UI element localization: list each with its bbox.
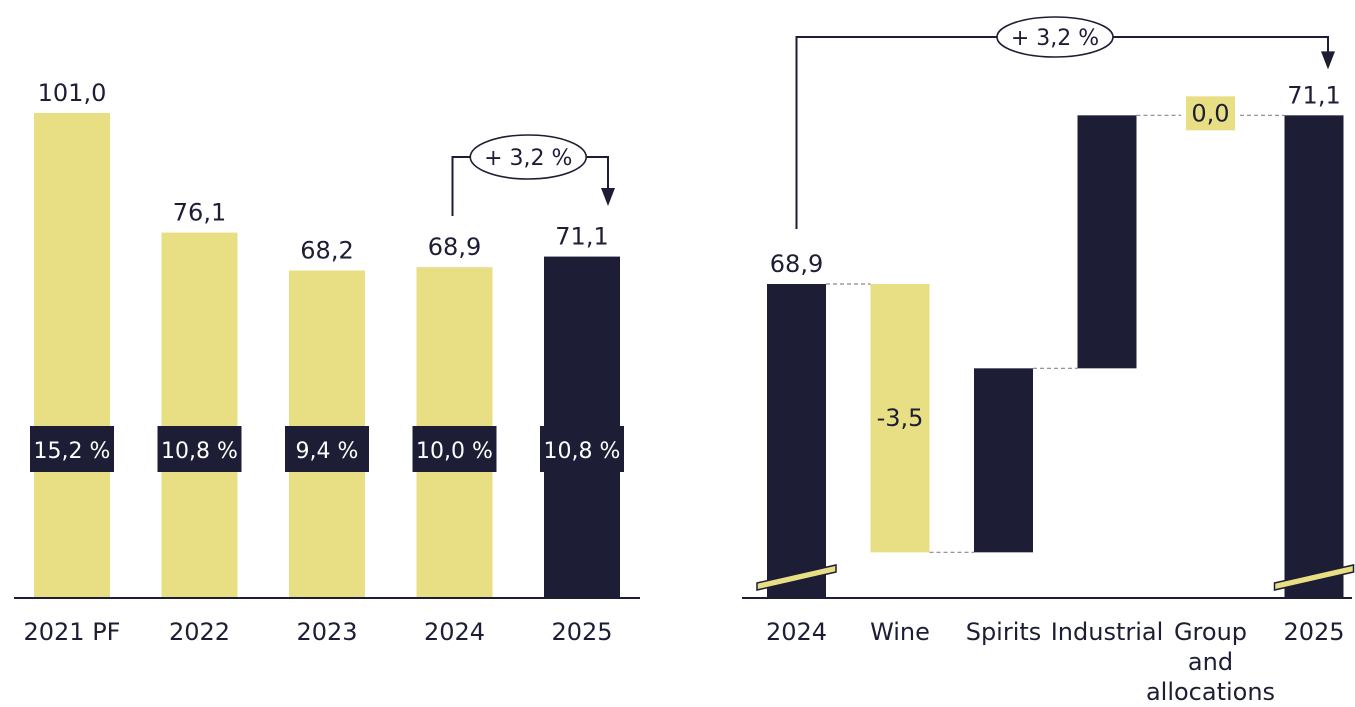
x-tick-label: 2022 [169,618,230,646]
right-growth-bracket [795,36,1329,229]
x-tick-label: and [1188,648,1233,676]
percent-label: 10,8 % [544,439,621,464]
x-tick-label: allocations [1146,678,1275,703]
x-tick-label: Wine [870,618,930,646]
axis-break-mark [1273,564,1355,591]
percent-label: 10,0 % [416,439,493,464]
bar-2022 [161,232,238,598]
value-label: 76,1 [173,199,226,227]
value-label: 101,0 [38,79,107,107]
x-tick-label: Group [1174,618,1247,646]
waterfall-bar-2025 [1284,115,1344,598]
value-label: 71,1 [555,223,608,251]
right-growth-arrow [1321,51,1335,70]
x-tick-label: 2024 [766,618,827,646]
waterfall-bar-wine [870,284,930,553]
waterfall-bar-spirits [974,368,1033,553]
value-label: 2,4 [984,446,1022,474]
value-label: 68,9 [770,250,823,278]
percent-label: 9,4 % [296,439,359,464]
waterfall-bar-industrial [1077,115,1137,369]
value-label: 71,1 [1287,81,1340,109]
x-tick-label: 2024 [424,618,485,646]
value-label: 68,9 [428,233,481,261]
percent-label: 15,2 % [34,439,111,464]
right-growth-label: + 3,2 % [1011,26,1099,51]
percent-badge [540,426,624,472]
bar-2021-pf [34,113,110,598]
value-label: 68,2 [300,237,353,265]
x-tick-label: 2021 PF [24,618,121,646]
right-growth-ellipse [996,16,1114,58]
percent-badge [30,426,114,472]
axis-break-mark [756,564,837,591]
value-label: -3,5 [877,404,924,432]
x-tick-label: 2025 [1283,618,1344,646]
x-tick-label: 2025 [551,618,612,646]
left-growth-arrow [601,188,615,206]
left-growth-ellipse [469,134,588,180]
waterfall-bar-2024 [767,284,826,598]
percent-badge [285,426,369,472]
x-tick-label: Industrial [1051,618,1164,646]
x-tick-label: Spirits [966,618,1042,646]
value-label: 0,0 [1191,99,1229,127]
percent-badge [412,426,497,472]
percent-badge [157,426,242,472]
left-growth-label: + 3,2 % [484,146,572,171]
value-label: 3,3 [1088,228,1126,256]
waterfall-bar-group-and-allocations [1186,96,1235,131]
percent-label: 10,8 % [161,439,238,464]
x-tick-label: 2023 [296,618,357,646]
